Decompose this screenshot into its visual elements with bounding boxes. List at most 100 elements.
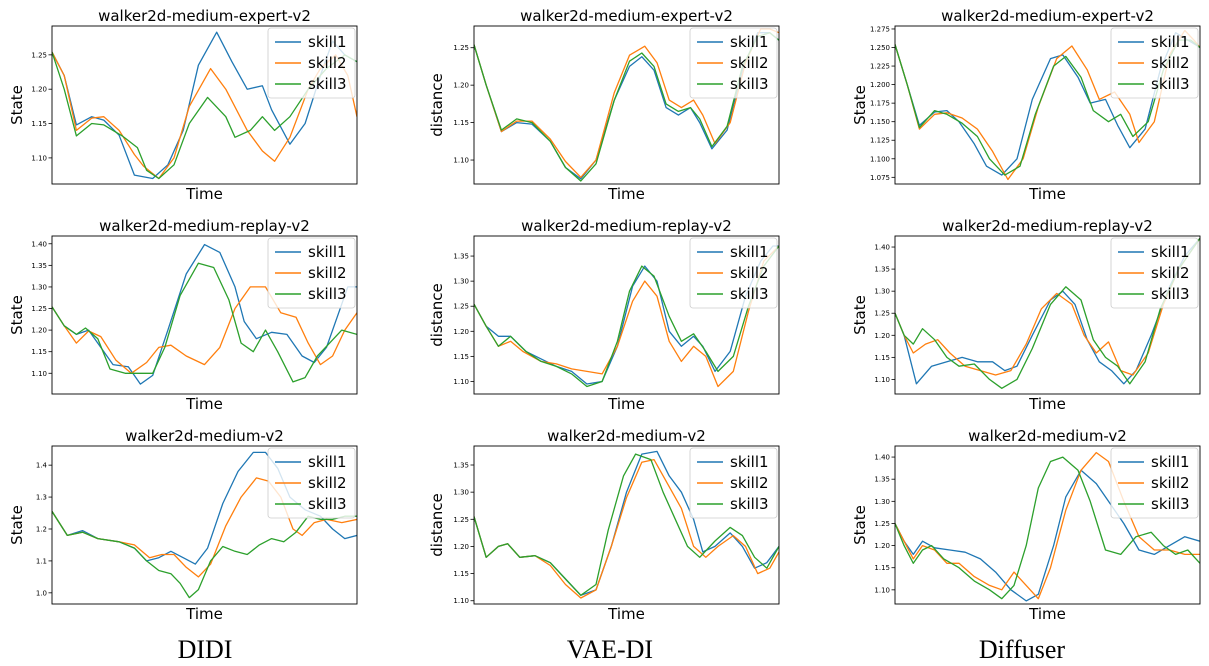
y-tick-label: 1.40 [31,240,47,248]
y-tick-label: 1.10 [31,370,47,378]
series-group [895,237,1200,389]
legend-box [689,447,778,519]
legend-label-skill1: skill1 [308,453,347,471]
legend-label-skill2: skill2 [730,264,769,282]
legend: skill1 skill2 skill3 [267,447,356,519]
x-axis-label: Time [607,395,645,413]
y-tick-label: 1.250 [870,44,890,52]
y-tick-label: 1.25 [31,305,47,313]
y-tick-label: 1.15 [453,570,469,578]
subplot-title: walker2d-medium-expert-v2 [941,7,1154,25]
y-axis-label: State [851,505,869,545]
x-axis-label: Time [185,185,223,203]
y-tick-label: 1.40 [874,454,890,462]
subplot: walker2d-medium-replay-v2 1.10 1.15 1.20 1.2… [428,217,780,413]
legend: skill1 skill2 skill3 [689,27,778,99]
series-line-skill1 [895,32,1200,176]
y-tick-label: 1.10 [453,378,469,386]
legend-box [1110,27,1199,99]
series-line-skill3 [474,453,779,596]
y-tick-label: 1.35 [453,462,469,470]
subplot: walker2d-medium-expert-v2 1.10 1.15 1.20 1.2… [8,7,358,203]
y-tick-label: 1.075 [870,174,890,182]
y-axis-label: distance [428,283,446,347]
y-axis-label: State [8,505,26,545]
y-tick-label: 1.25 [453,516,469,524]
series-line-skill1 [52,31,357,180]
series-line-skill3 [52,51,357,180]
legend-label-skill2: skill2 [730,54,769,72]
y-tick-label: 1.25 [453,303,469,311]
x-axis-label: Time [607,185,645,203]
series-line-skill2 [895,237,1200,376]
x-axis-label: Time [607,605,645,623]
y-tick-label: 1.2 [36,525,47,533]
plot-frame [473,235,780,395]
y-tick-label: 1.35 [874,476,890,484]
legend-label-skill2: skill2 [1151,54,1190,72]
series-line-skill3 [474,245,779,388]
legend-label-skill1: skill1 [308,243,347,261]
series-line-skill3 [52,511,357,599]
legend-label-skill1: skill1 [730,243,769,261]
y-tick-label: 1.25 [874,520,890,528]
series-line-skill2 [52,286,357,374]
y-tick-label: 1.10 [31,154,47,162]
legend-label-skill3: skill3 [1151,285,1190,303]
legend: skill1 skill2 skill3 [1110,237,1199,309]
y-tick-label: 1.10 [453,597,469,605]
y-tick-label: 1.0 [36,589,47,597]
y-tick-label: 1.30 [31,283,47,291]
plot-frame [51,445,358,605]
x-axis-label: Time [185,605,223,623]
legend-label-skill2: skill2 [308,264,347,282]
legend: skill1 skill2 skill3 [267,27,356,99]
y-tick-label: 1.35 [31,262,47,270]
y-axis-label: distance [428,73,446,137]
legend-box [267,447,356,519]
legend-label-skill2: skill2 [1151,264,1190,282]
y-tick-label: 1.15 [453,119,469,127]
y-tick-label: 1.25 [453,44,469,52]
subplot-title: walker2d-medium-v2 [968,427,1127,445]
y-tick-label: 1.35 [874,266,890,274]
series-line-skill2 [895,451,1200,600]
legend-label-skill2: skill2 [308,54,347,72]
y-tick-label: 1.10 [874,376,890,384]
subplot-title: walker2d-medium-v2 [125,427,284,445]
plot-frame [51,25,358,185]
y-axis-label: distance [428,493,446,557]
legend: skill1 skill2 skill3 [267,237,356,309]
y-tick-label: 1.15 [453,353,469,361]
y-tick-label: 1.15 [31,348,47,356]
legend-box [689,237,778,309]
legend-label-skill1: skill1 [1151,33,1190,51]
y-tick-label: 1.150 [870,118,890,126]
subplot: walker2d-medium-v2 1.10 1.15 1.20 1.25 1.30 1.… [428,427,780,623]
legend-box [267,27,356,99]
legend-label-skill3: skill3 [308,285,347,303]
series-line-skill1 [52,243,357,385]
y-tick-label: 1.30 [874,498,890,506]
subplot-title: walker2d-medium-expert-v2 [520,7,733,25]
series-line-skill3 [895,39,1200,176]
y-tick-label: 1.15 [874,564,890,572]
series-line-skill3 [895,237,1200,389]
legend-label-skill3: skill3 [730,285,769,303]
series-line-skill1 [474,32,779,180]
y-tick-label: 1.20 [31,86,47,94]
legend-box [267,237,356,309]
y-tick-label: 1.35 [453,253,469,261]
y-tick-label: 1.25 [31,51,47,59]
y-tick-label: 1.175 [870,100,890,108]
plot-frame [894,445,1201,605]
y-tick-label: 1.10 [453,157,469,165]
subplot-title: walker2d-medium-replay-v2 [99,217,310,235]
legend: skill1 skill2 skill3 [689,237,778,309]
legend-label-skill3: skill3 [1151,495,1190,513]
legend-label-skill1: skill1 [730,453,769,471]
legend-label-skill2: skill2 [1151,474,1190,492]
y-tick-label: 1.30 [874,288,890,296]
subplot-title: walker2d-medium-replay-v2 [942,217,1153,235]
